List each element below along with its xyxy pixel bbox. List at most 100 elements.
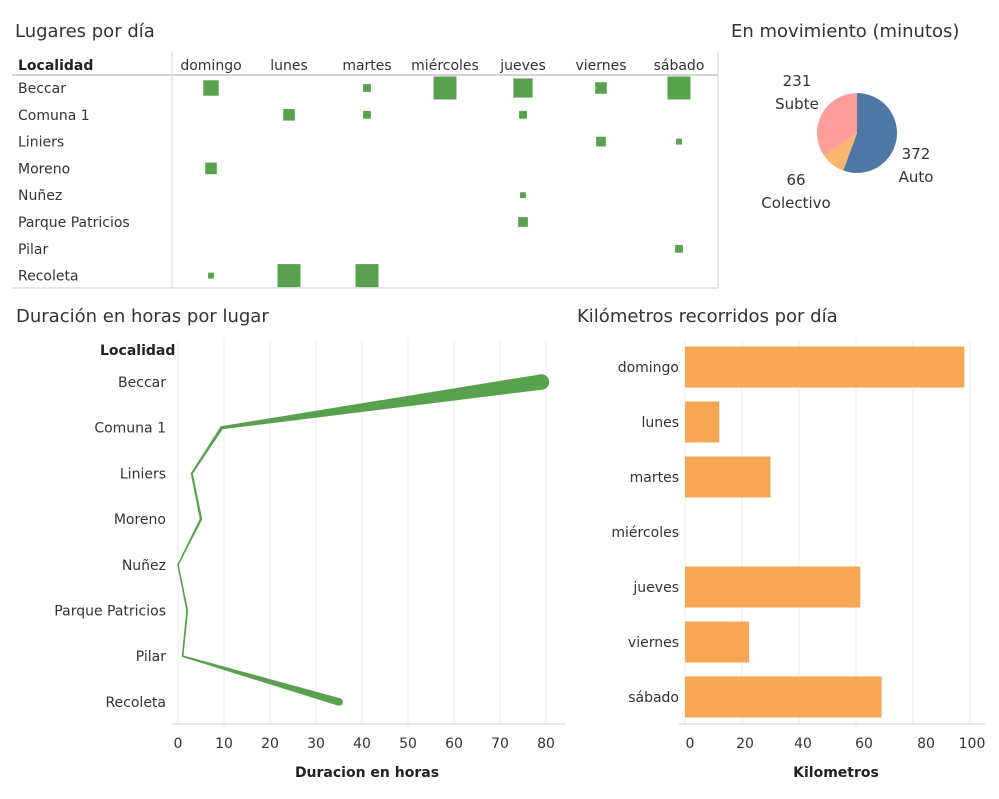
line-point (533, 374, 550, 390)
x-tick-label: 40 (353, 736, 371, 752)
pie-category-label: Subte (775, 95, 819, 113)
row-label: Pilar (18, 242, 48, 258)
line-segment (177, 518, 203, 566)
y-category-label: Beccar (118, 375, 166, 391)
in-movement-title: En movimiento (minutos) (731, 21, 960, 42)
x-tick-label: 50 (399, 736, 417, 752)
x-axis-title: Kilometros (793, 765, 879, 781)
in-movement-pie-chart: 372 Auto 66 Colectivo 231 Subte (761, 72, 934, 212)
y-category-label: Recoleta (105, 695, 166, 711)
y-category-label: Liniers (120, 466, 166, 482)
bar (685, 621, 750, 663)
column-header: miércoles (411, 58, 479, 74)
heat-square (676, 138, 682, 145)
bar (685, 456, 771, 498)
pie-slice-colectivo (823, 133, 857, 171)
y-category-label: sábado (628, 690, 679, 706)
row-label: Recoleta (18, 269, 79, 285)
heat-square (519, 110, 527, 119)
y-category-label: martes (630, 470, 679, 486)
row-header-label: Localidad (18, 58, 93, 74)
x-axis-title: Duracion en horas (295, 765, 439, 781)
y-category-label: lunes (641, 415, 679, 431)
line-segment (177, 564, 189, 611)
heat-square (433, 76, 457, 100)
pie-category-label: Auto (899, 168, 934, 186)
pie-category-label: Colectivo (761, 194, 830, 212)
y-category-label: jueves (632, 580, 679, 596)
heat-square (205, 162, 217, 175)
y-category-label: Parque Patricios (54, 604, 166, 620)
pie-slice-auto (843, 93, 898, 173)
bar (685, 566, 861, 608)
heat-square (518, 217, 528, 227)
x-tick-label: 70 (491, 736, 509, 752)
line-point (181, 655, 184, 658)
x-tick-label: 10 (215, 736, 233, 752)
column-header: sábado (654, 58, 705, 74)
row-label: Parque Patricios (18, 215, 130, 231)
line-segment (190, 473, 203, 520)
x-tick-label: 30 (307, 736, 325, 752)
y-category-label: Comuna 1 (94, 421, 166, 437)
heat-square (363, 84, 371, 92)
pie-value-label: 372 (902, 145, 931, 163)
y-category-label: Moreno (114, 512, 166, 528)
heat-square (520, 192, 526, 199)
x-tick-label: 60 (445, 736, 463, 752)
y-axis-title: Localidad (100, 343, 175, 359)
line-point (186, 609, 189, 612)
heat-square (277, 264, 301, 288)
heat-square (675, 244, 683, 253)
row-label: Liniers (18, 135, 64, 151)
heat-square (596, 136, 606, 147)
heat-square (513, 78, 533, 98)
x-tick-label: 0 (174, 736, 183, 752)
x-tick-label: 60 (855, 736, 873, 752)
heat-square (355, 264, 379, 288)
pie-slice-subte (817, 93, 857, 156)
row-label: Comuna 1 (18, 108, 90, 124)
line-segment (190, 426, 224, 474)
line-point (190, 472, 193, 475)
line-point (220, 426, 224, 430)
bar (685, 346, 965, 388)
x-tick-label: 20 (736, 736, 754, 752)
hours-by-place-title: Duración en horas por lugar (16, 306, 269, 327)
pie-value-label: 66 (786, 171, 805, 189)
heat-square (595, 82, 607, 94)
row-label: Nuñez (18, 188, 62, 204)
row-label: Moreno (18, 161, 70, 177)
bar (685, 676, 882, 718)
column-header: martes (342, 58, 391, 74)
bar (685, 401, 720, 443)
hours-by-place-chart: 0 10 20 30 40 50 60 70 80 Localidad Duracion en ho… (54, 340, 565, 781)
line-point (199, 517, 203, 521)
x-tick-label: 100 (959, 736, 986, 752)
heat-square (208, 272, 214, 279)
x-tick-label: 40 (794, 736, 812, 752)
column-header: jueves (499, 58, 546, 74)
y-category-label: viernes (628, 635, 679, 651)
row-label: Beccar (18, 81, 66, 97)
x-tick-label: 80 (917, 736, 935, 752)
y-category-label: Nuñez (122, 558, 166, 574)
heat-square (363, 110, 371, 119)
line-segment (182, 655, 341, 706)
km-by-day-title: Kilómetros recorridos por día (577, 306, 838, 327)
heat-square (667, 76, 691, 100)
x-tick-label: 20 (261, 736, 279, 752)
x-tick-label: 80 (537, 736, 555, 752)
pie-value-label: 231 (783, 72, 812, 90)
y-category-label: miércoles (611, 525, 679, 541)
line-segment (221, 374, 543, 430)
x-tick-label: 0 (686, 736, 695, 752)
heat-square (203, 80, 219, 96)
places-by-day-title: Lugares por día (15, 21, 155, 42)
column-header: viernes (575, 58, 626, 74)
line-point (177, 564, 179, 566)
line-segment (181, 610, 189, 657)
y-category-label: domingo (618, 360, 679, 376)
y-category-label: Pilar (136, 649, 166, 665)
